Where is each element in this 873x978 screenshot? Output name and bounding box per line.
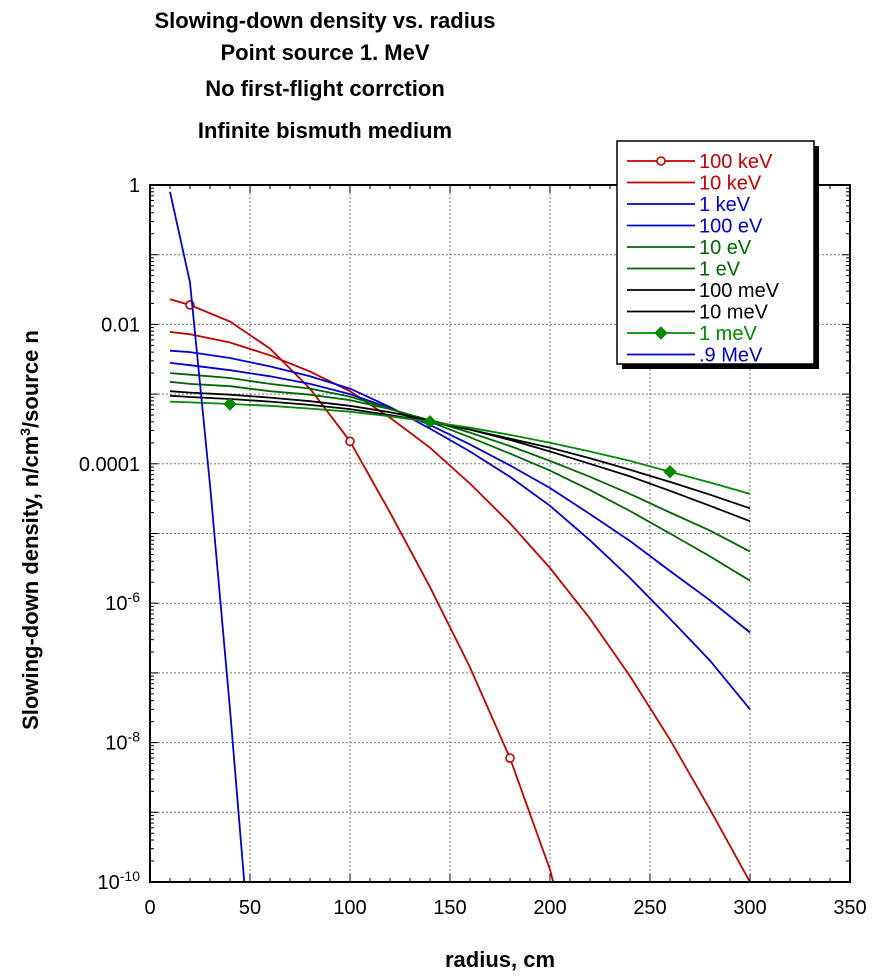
- legend-item: 10 eV: [627, 237, 752, 259]
- legend-label: 1 meV: [699, 323, 757, 345]
- x-tick-label: 300: [733, 897, 766, 919]
- legend-item: 1 eV: [627, 259, 741, 281]
- y-axis-label-tail: /source n: [18, 330, 43, 428]
- legend-box: [616, 140, 815, 365]
- series-3: [169, 362, 751, 634]
- y-tick-label: 1: [129, 175, 140, 197]
- legend-item: .9 MeV: [627, 345, 763, 367]
- series-7: [169, 394, 751, 510]
- x-tick-label: 150: [433, 897, 466, 919]
- x-tick-label: 100: [333, 897, 366, 919]
- legend-label: 100 meV: [699, 280, 780, 302]
- x-tick-label: 50: [239, 897, 261, 919]
- series-1: [169, 331, 751, 882]
- legend-label: 10 eV: [699, 237, 752, 259]
- legend-label: 100 keV: [699, 151, 773, 173]
- y-axis-label-main: Slowing-down density, n/cm: [18, 436, 43, 730]
- series-line: [169, 349, 751, 710]
- y-tick-label: 10-6: [105, 589, 140, 615]
- series-line: [169, 400, 751, 495]
- legend-item: 100 eV: [627, 216, 763, 238]
- series-5: [169, 380, 751, 553]
- series-marker: [223, 397, 237, 411]
- legend-item: 10 meV: [627, 302, 769, 324]
- series-8: [169, 397, 751, 495]
- y-tick-labels: 1 0.01 0.0001 10-6 10-8 10-10: [79, 175, 140, 894]
- series-marker: [654, 326, 668, 340]
- axes: [149, 184, 851, 883]
- chart-title: Slowing-down density vs. radius Point so…: [154, 8, 495, 143]
- series-line: [169, 331, 751, 882]
- legend-label: .9 MeV: [699, 345, 763, 367]
- x-tick-label: 250: [633, 897, 666, 919]
- legend-label: 10 meV: [699, 302, 769, 324]
- y-tick-label: 0.0001: [79, 454, 140, 476]
- legend-item: 10 keV: [627, 173, 762, 195]
- y-axis-label-sup: 3: [17, 428, 33, 436]
- series-line: [169, 390, 751, 523]
- legend-item: 100 keV: [627, 151, 773, 173]
- x-tick-label: 350: [833, 897, 866, 919]
- series-2: [169, 349, 751, 710]
- legend-item: 100 meV: [627, 280, 780, 302]
- title-line-3: No first-flight corrction: [205, 76, 445, 101]
- series-marker: [423, 415, 437, 429]
- series-line: [169, 298, 555, 882]
- x-tick-label: 0: [144, 897, 155, 919]
- x-axis-label: radius, cm: [445, 947, 555, 972]
- y-tick-label: 0.01: [101, 314, 140, 336]
- series-9: [169, 191, 246, 882]
- legend-label: 1 eV: [699, 259, 741, 281]
- title-line-1: Slowing-down density vs. radius: [154, 8, 495, 33]
- series-marker: [663, 465, 677, 479]
- series-line: [169, 362, 751, 634]
- title-line-2: Point source 1. MeV: [220, 40, 429, 65]
- plot-series: [169, 191, 751, 882]
- title-line-4: Infinite bismuth medium: [198, 118, 452, 143]
- series-marker: [505, 753, 515, 763]
- y-tick-label: 10-10: [98, 868, 141, 894]
- legend-label: 10 keV: [699, 173, 762, 195]
- series-marker: [345, 436, 355, 447]
- series-line: [169, 191, 246, 882]
- x-tick-labels: 0 50 100 150 200 250 300 350: [144, 897, 866, 919]
- series-line: [169, 394, 751, 510]
- series-6: [169, 390, 751, 523]
- series-line: [169, 372, 751, 582]
- y-axis-label: Slowing-down density, n/cm3/source n: [17, 330, 43, 730]
- y-tick-label: 10-8: [105, 729, 140, 755]
- legend-label: 100 eV: [699, 216, 763, 238]
- series-marker: [656, 156, 666, 166]
- legend-label: 1 keV: [699, 194, 751, 216]
- x-tick-label: 200: [533, 897, 566, 919]
- legend-item: 1 meV: [627, 323, 757, 345]
- series-line: [169, 380, 751, 553]
- legend-item: 1 keV: [627, 194, 751, 216]
- series-4: [169, 372, 751, 582]
